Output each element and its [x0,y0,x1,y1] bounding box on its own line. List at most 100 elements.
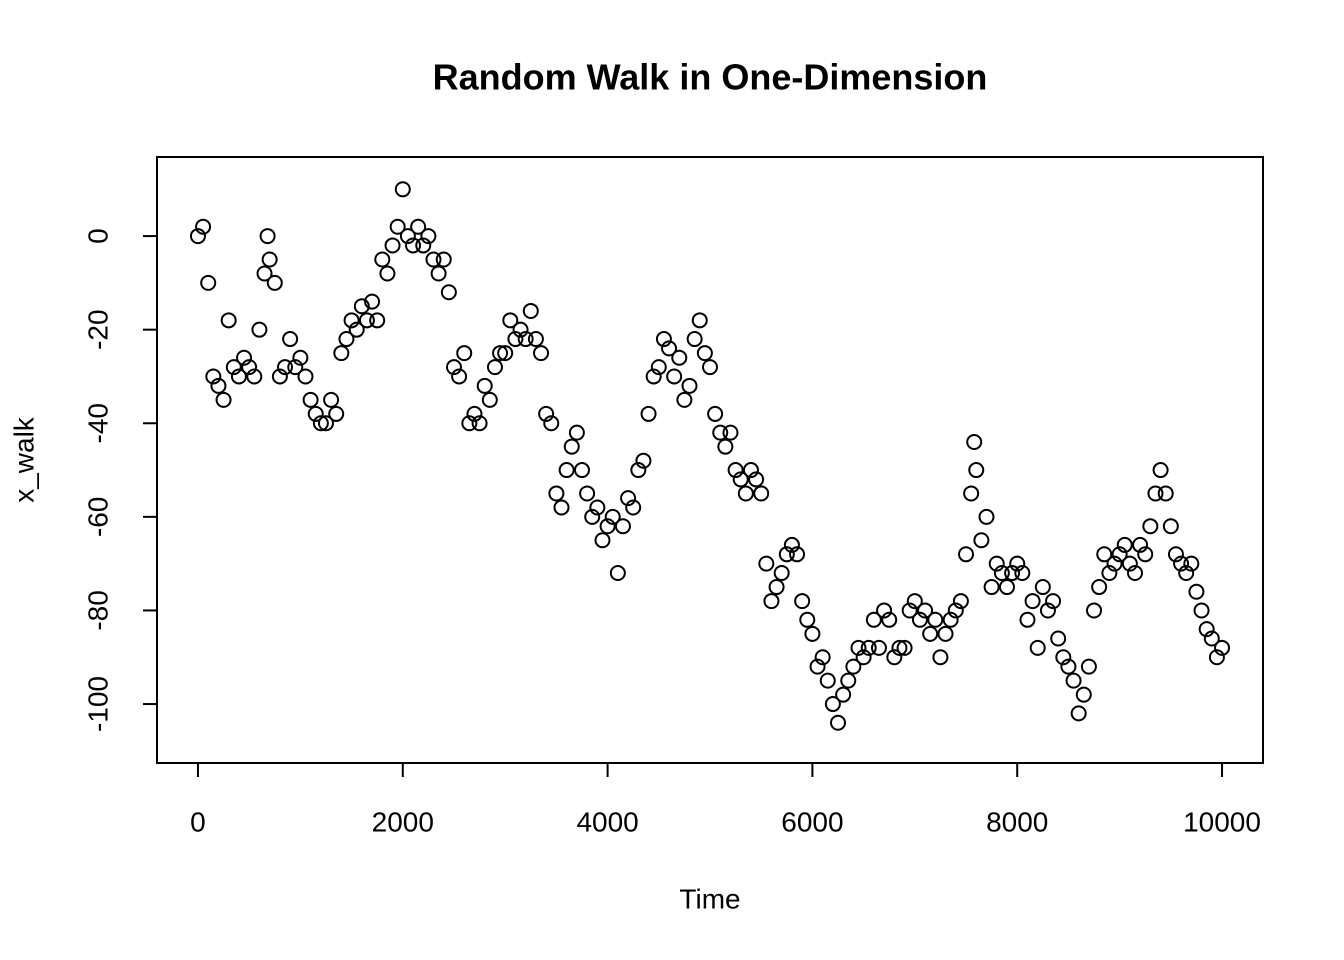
point [671,349,688,366]
point [271,368,288,385]
point [328,405,345,422]
y-tick-label: -20 [82,309,113,349]
point [1173,555,1190,572]
point [236,349,253,366]
point [722,424,739,441]
point [266,274,283,291]
point [282,331,299,348]
point [742,462,759,479]
chart-title: Random Walk in One-Dimension [433,57,988,98]
point [1178,565,1195,582]
point [966,433,983,450]
point [353,298,370,315]
point [343,312,360,329]
point [445,359,462,376]
point [200,274,217,291]
point [481,391,498,408]
point [1147,485,1164,502]
point [1034,579,1051,596]
point [891,639,908,656]
point [958,546,975,563]
point [568,424,585,441]
point [440,284,457,301]
point [650,359,667,376]
point [702,359,718,376]
point [476,377,493,394]
point [486,359,503,376]
point [543,415,560,432]
point [778,546,795,563]
x-tick-label: 0 [190,806,206,837]
point [323,391,340,408]
point [1004,565,1021,582]
point [492,345,509,362]
point [886,649,903,666]
point [773,565,790,582]
point [819,672,836,689]
point [215,391,232,408]
x-tick-label: 4000 [576,806,638,837]
point [717,438,734,455]
point [850,639,867,656]
x-tick-label: 6000 [781,806,843,837]
point [922,625,939,642]
point [1091,579,1108,596]
point [927,611,944,628]
point [1039,602,1056,619]
point [1075,686,1092,703]
point [369,312,386,329]
point [1198,621,1215,638]
point [799,611,816,628]
point [932,649,949,666]
point [947,602,964,619]
point [1101,565,1118,582]
point [259,228,276,245]
point [906,593,923,610]
point [573,462,590,479]
point [840,672,857,689]
point [507,331,524,348]
point [814,649,831,666]
point [804,625,821,642]
point [338,331,355,348]
x-tick-label: 2000 [372,806,434,837]
point [635,452,652,469]
point [533,345,550,362]
point [241,359,258,376]
point [1019,611,1036,628]
point [768,579,785,596]
point [1065,672,1082,689]
point [993,565,1010,582]
point [430,265,447,282]
point [1142,518,1159,535]
point [911,611,928,628]
x-axis-label: Time [679,883,740,914]
point [707,405,724,422]
point [794,593,811,610]
point [1208,649,1225,666]
point [1009,555,1026,572]
point [502,312,519,329]
plot-frame [156,156,1264,764]
y-tick-label: -40 [82,403,113,443]
point [251,321,268,338]
point [364,293,381,310]
point [599,518,616,535]
point [855,649,872,666]
point [952,593,969,610]
point [865,611,882,628]
point [348,321,365,338]
point [517,331,534,348]
point [876,602,893,619]
point [256,265,273,282]
point [625,499,642,516]
point [307,405,324,422]
point [763,593,780,610]
point [681,377,698,394]
point [358,312,375,329]
point [225,359,242,376]
point [845,658,862,675]
point [394,181,411,198]
point [809,658,826,675]
